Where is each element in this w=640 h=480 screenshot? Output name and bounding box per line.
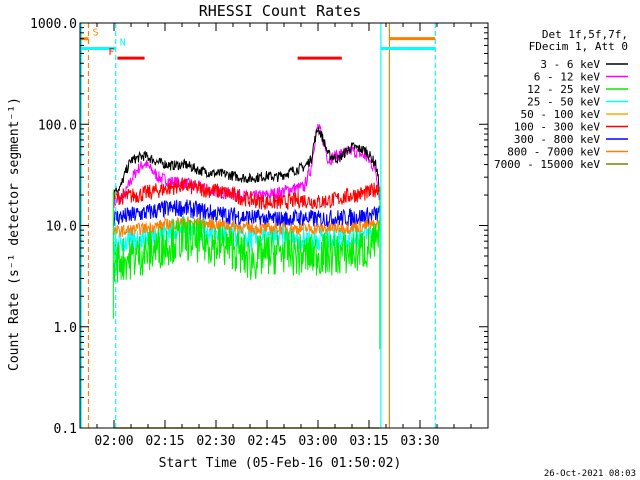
- legend-entry-label: 3 - 6 keV: [540, 58, 600, 71]
- x-tick-label: 02:15: [145, 434, 184, 449]
- series-line-0: [113, 127, 380, 195]
- legend-entry-label: 12 - 25 keV: [527, 83, 600, 96]
- legend-header-line: FDecim 1, Att 0: [529, 40, 628, 53]
- y-tick-label: 10.0: [46, 220, 77, 235]
- legend-entry-label: 100 - 300 keV: [514, 121, 600, 134]
- x-tick-label: 03:00: [298, 434, 337, 449]
- x-tick-label: 02:45: [247, 434, 286, 449]
- series-line-5: [113, 177, 380, 210]
- annotation-label: S: [93, 28, 99, 39]
- series-line-6: [113, 199, 380, 229]
- y-tick-label: 0.1: [54, 422, 77, 437]
- annotation-label: N: [120, 37, 126, 48]
- series-line-7: [113, 216, 380, 238]
- series-line-1: [113, 124, 380, 209]
- annotation-label: F: [108, 47, 114, 58]
- legend-entry-label: 50 - 100 keV: [521, 108, 601, 121]
- chart-title: RHESSI Count Rates: [199, 2, 362, 20]
- y-tick-label: 100.0: [38, 118, 77, 133]
- y-tick-label: 1.0: [54, 321, 77, 336]
- plot-area: S NF: [79, 22, 489, 429]
- legend-entry-label: 6 - 12 keV: [534, 71, 601, 84]
- x-tick-label: 03:30: [400, 434, 439, 449]
- x-tick-label: 02:00: [94, 434, 133, 449]
- legend-entry-label: 300 - 800 keV: [514, 133, 600, 146]
- x-axis-label: Start Time (05-Feb-16 01:50:02): [159, 456, 402, 471]
- x-tick-label: 02:30: [196, 434, 235, 449]
- legend-entry-label: 25 - 50 keV: [527, 96, 600, 109]
- x-tick-label: 03:15: [349, 434, 388, 449]
- y-tick-label: 1000.0: [30, 17, 77, 32]
- y-axis-label: Count Rate (s⁻¹ detector segment⁻¹): [7, 97, 22, 371]
- legend-header-line: Det 1f,5f,7f,: [542, 28, 628, 41]
- footer-timestamp: 26-Oct-2021 08:03: [544, 469, 636, 479]
- y-axis: 0.1 1.0 10.0 100.0 1000.0: [30, 17, 488, 437]
- legend-entry-label: 7000 - 15000 keV: [494, 158, 600, 171]
- series-line-2: [113, 217, 380, 283]
- legend-entry-label: 800 - 7000 keV: [507, 146, 600, 159]
- x-axis: 02:00 02:15 02:30 02:45 03:00 03:15 03:30: [79, 23, 489, 449]
